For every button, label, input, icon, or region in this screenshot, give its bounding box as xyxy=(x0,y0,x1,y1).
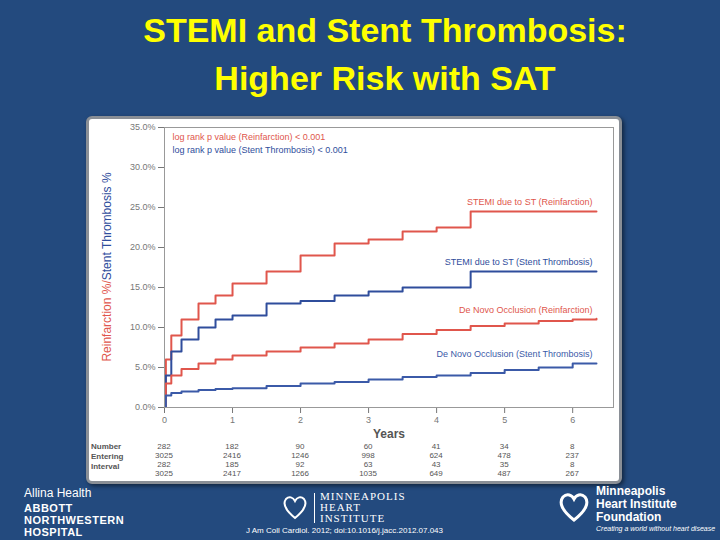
svg-text:STEMI due to ST (Reinfarction): STEMI due to ST (Reinfarction) xyxy=(467,197,592,207)
html-text:282: 282 xyxy=(157,442,171,451)
html-text:INSTITUTE: INSTITUTE xyxy=(320,512,386,524)
svg-text:De Novo Occlusion (Reinfarctio: De Novo Occlusion (Reinfarction) xyxy=(459,305,593,315)
html-text:Allina Health: Allina Health xyxy=(24,486,92,500)
svg-text:Reinfarction %/Stent Thrombosi: Reinfarction %/Stent Thrombosis % xyxy=(100,172,114,362)
html-text:MINNEAPOLIS: MINNEAPOLIS xyxy=(320,490,406,502)
html-text:237: 237 xyxy=(565,451,579,460)
html-text:1266: 1266 xyxy=(291,469,309,478)
html-text:1035: 1035 xyxy=(359,469,377,478)
svg-text:5.0%: 5.0% xyxy=(135,362,156,372)
html-text:HOSPITAL: HOSPITAL xyxy=(24,526,83,538)
html-text:J Am Coll Cardiol. 2012; doi:1: J Am Coll Cardiol. 2012; doi:10.1016/j.j… xyxy=(246,526,443,535)
html-text:43: 43 xyxy=(431,460,441,469)
html-text:3025: 3025 xyxy=(155,451,173,460)
svg-text:35.0%: 35.0% xyxy=(130,122,156,132)
svg-text:5: 5 xyxy=(502,415,507,425)
html-text:8: 8 xyxy=(569,442,575,451)
html-text:Number Entering Interval: Number Entering Interval xyxy=(91,442,124,471)
html-text:3025: 3025 xyxy=(155,469,173,478)
html-text:487: 487 xyxy=(497,469,511,478)
svg-text:Years: Years xyxy=(373,427,405,441)
html-text:60: 60 xyxy=(363,442,373,451)
html-text:1246: 1246 xyxy=(291,451,309,460)
html-text:8: 8 xyxy=(569,460,575,469)
html-text:STEMI and Stent Thrombosis: Hi: STEMI and Stent Thrombosis: Higher Risk … xyxy=(143,11,627,97)
html-text:182: 182 xyxy=(225,442,239,451)
html-text:998: 998 xyxy=(361,451,375,460)
html-text:ABBOTT: ABBOTT xyxy=(24,502,73,514)
html-text:35: 35 xyxy=(499,460,509,469)
svg-text:4: 4 xyxy=(434,415,439,425)
html-text:Foundation: Foundation xyxy=(596,510,662,524)
html-text:90: 90 xyxy=(295,442,305,451)
html-text:92: 92 xyxy=(295,460,305,469)
html-text:HEART: HEART xyxy=(320,501,361,513)
svg-text:De Novo Occlusion (Stent Throm: De Novo Occlusion (Stent Thrombosis) xyxy=(437,349,593,359)
svg-text:0.0%: 0.0% xyxy=(135,402,156,412)
html-text:Creating a world without heart: Creating a world without heart disease xyxy=(596,525,716,532)
html-text:Heart Institute: Heart Institute xyxy=(596,497,677,511)
svg-text:1: 1 xyxy=(230,415,235,425)
svg-text:15.0%: 15.0% xyxy=(130,282,156,292)
html-text:478: 478 xyxy=(497,451,511,460)
svg-text:25.0%: 25.0% xyxy=(130,202,156,212)
html-text:267: 267 xyxy=(565,469,579,478)
svg-text:20.0%: 20.0% xyxy=(130,242,156,252)
svg-text:log rank p value (Stent Thromb: log rank p value (Stent Thrombosis) < 0.… xyxy=(173,145,348,155)
html-text:41: 41 xyxy=(431,442,441,451)
html-text:Minneapolis: Minneapolis xyxy=(596,484,666,498)
html-text:NORTHWESTERN: NORTHWESTERN xyxy=(24,514,125,526)
html-text:34: 34 xyxy=(499,442,509,451)
svg-text:10.0%: 10.0% xyxy=(130,322,156,332)
html-text:2416: 2416 xyxy=(223,451,241,460)
svg-text:log rank p value (Reinfarction: log rank p value (Reinfarction) < 0.001 xyxy=(173,132,326,142)
svg-text:0: 0 xyxy=(162,415,167,425)
svg-text:3: 3 xyxy=(366,415,371,425)
html-text:185: 185 xyxy=(225,460,239,469)
svg-text:STEMI due to ST (Stent Thrombo: STEMI due to ST (Stent Thrombosis) xyxy=(445,257,593,267)
html-text:282: 282 xyxy=(157,460,171,469)
svg-text:6: 6 xyxy=(570,415,575,425)
html-text:63: 63 xyxy=(363,460,373,469)
html-text:649: 649 xyxy=(429,469,443,478)
svg-text:30.0%: 30.0% xyxy=(130,162,156,172)
svg-text:2: 2 xyxy=(298,415,303,425)
html-text:624: 624 xyxy=(429,451,443,460)
html-text:2417: 2417 xyxy=(223,469,241,478)
